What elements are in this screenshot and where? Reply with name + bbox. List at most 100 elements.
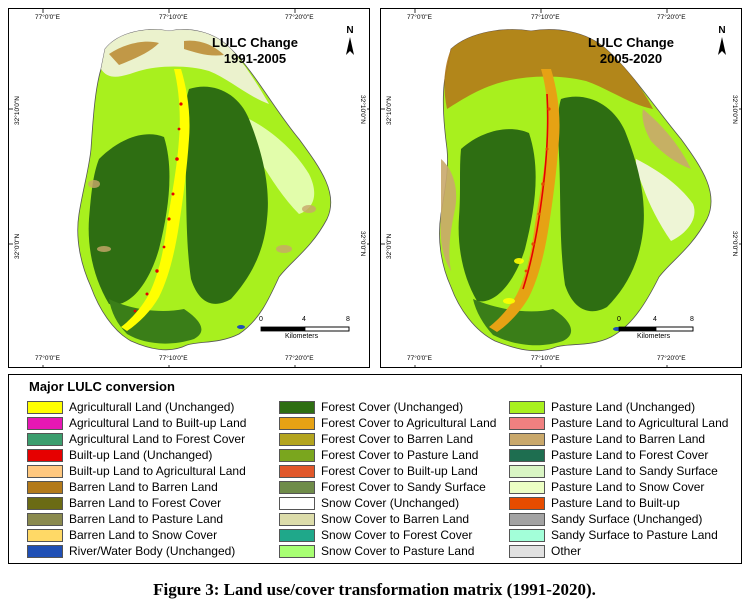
bottom-tick-label: 77°10'0"E [159, 355, 188, 362]
scale-unit: Kilometers [637, 333, 671, 340]
map-title-line2: 2005-2020 [599, 51, 663, 66]
legend-item: Snow Cover to Barren Land [279, 511, 496, 527]
legend-label: Sandy Surface (Unchanged) [551, 512, 703, 526]
legend-item: River/Water Body (Unchanged) [27, 543, 246, 559]
legend-item: Agriculturall Land (Unchanged) [27, 399, 246, 415]
legend-label: Barren Land to Barren Land [69, 480, 218, 494]
legend-item: Pasture Land to Built-up [509, 495, 728, 511]
legend-item: Barren Land to Pasture Land [27, 511, 246, 527]
left-tick-label: 32°0'0"N [386, 233, 393, 259]
right-tick-label: 32°10'0"N [359, 95, 366, 124]
scale-tick: 0 [617, 316, 621, 323]
legend-label: Pasture Land (Unchanged) [551, 400, 696, 414]
north-arrow-icon [718, 37, 726, 55]
legend-item: Pasture Land to Sandy Surface [509, 463, 728, 479]
top-tick-label: 77°20'0"E [285, 14, 314, 21]
scale-tick: 8 [690, 316, 694, 323]
map-title: LULC Change 2005-2020 [571, 35, 691, 67]
agri-scatter [503, 258, 524, 304]
agricultural-valley [489, 69, 560, 332]
north-arrow-icon [346, 37, 354, 55]
legend-label: Agriculturall Land (Unchanged) [69, 400, 235, 414]
legend-swatch [509, 480, 545, 494]
legend-swatch [509, 448, 545, 462]
map-title-line1: LULC Change [588, 35, 674, 50]
pasture-to-builtup-specks [524, 107, 551, 273]
legend-swatch [27, 464, 63, 478]
legend-label: Pasture Land to Built-up [551, 496, 680, 510]
figure-caption: Figure 3: Land use/cover transformation … [153, 580, 596, 599]
legend-label: Forest Cover to Agricultural Land [321, 416, 497, 430]
legend-swatch [27, 512, 63, 526]
graticule-ticks [381, 9, 741, 367]
legend-item: Pasture Land to Agricultural Land [509, 415, 728, 431]
legend-column-3: Pasture Land (Unchanged) Pasture Land to … [509, 399, 728, 559]
snow-east [248, 119, 315, 214]
right-tick-label: 32°0'0"N [359, 231, 366, 257]
legend-label: Agricultural Land to Forest Cover [69, 432, 246, 446]
legend-label: Agricultural Land to Built-up Land [69, 416, 247, 430]
legend-label: Pasture Land to Barren Land [551, 432, 706, 446]
barren-east [642, 109, 691, 169]
legend: Major LULC conversion Agriculturall Land… [8, 374, 742, 564]
agricultural-valley [121, 69, 190, 331]
scale-tick: 4 [302, 316, 306, 323]
legend-label: Other [551, 544, 582, 558]
barren-patches-top [109, 40, 224, 65]
legend-item: Forest Cover to Pasture Land [279, 447, 496, 463]
forest-west [458, 129, 536, 302]
legend-column-2: Forest Cover (Unchanged) Forest Cover to … [279, 399, 496, 559]
legend-item: Pasture Land to Forest Cover [509, 447, 728, 463]
left-tick-label: 32°10'0"N [14, 96, 21, 125]
right-tick-label: 32°10'0"N [731, 95, 738, 124]
legend-swatch [279, 432, 315, 446]
legend-swatch [279, 544, 315, 558]
builtup-valley-line [522, 93, 549, 290]
legend-label: Built-up Land (Unchanged) [69, 448, 213, 462]
legend-label: Sandy Surface to Pasture Land [551, 528, 718, 542]
barren-west [440, 159, 457, 271]
builtup-specks [133, 102, 183, 313]
legend-swatch [509, 528, 545, 542]
legend-swatch [279, 512, 315, 526]
legend-swatch [509, 512, 545, 526]
legend-swatch [279, 496, 315, 510]
barren-scatter [88, 180, 316, 253]
bottom-tick-label: 77°0'0"E [35, 355, 60, 362]
top-tick-label: 77°10'0"E [159, 14, 188, 21]
north-label: N [718, 25, 726, 36]
legend-item: Pasture Land to Snow Cover [509, 479, 728, 495]
scale-tick: 4 [653, 316, 657, 323]
legend-item: Pasture Land (Unchanged) [509, 399, 728, 415]
legend-label: Snow Cover to Barren Land [321, 512, 470, 526]
scale-bar [260, 326, 350, 332]
bottom-tick-label: 77°10'0"E [531, 355, 560, 362]
left-tick-label: 32°0'0"N [14, 233, 21, 259]
forest-south [109, 299, 202, 344]
legend-label: Pasture Land to Forest Cover [551, 448, 709, 462]
right-tick-label: 32°0'0"N [731, 231, 738, 257]
forest-east [184, 86, 268, 304]
legend-swatch [27, 448, 63, 462]
map-title: LULC Change 1991-2005 [195, 35, 315, 67]
legend-swatch [509, 432, 545, 446]
legend-swatch [27, 496, 63, 510]
legend-swatch [27, 400, 63, 414]
legend-label: Snow Cover to Pasture Land [321, 544, 475, 558]
lulc-map-1991-2005 [9, 9, 369, 367]
legend-item: Snow Cover to Pasture Land [279, 543, 496, 559]
legend-swatch [509, 464, 545, 478]
graticule-ticks [9, 9, 369, 367]
legend-item: Forest Cover to Built-up Land [279, 463, 496, 479]
legend-label: Barren Land to Pasture Land [69, 512, 224, 526]
legend-item: Sandy Surface to Pasture Land [509, 527, 728, 543]
legend-item: Barren Land to Snow Cover [27, 527, 246, 543]
legend-title: Major LULC conversion [29, 379, 175, 394]
legend-label: Forest Cover (Unchanged) [321, 400, 464, 414]
scale-tick: 0 [259, 316, 263, 323]
legend-swatch [279, 528, 315, 542]
legend-item: Sandy Surface (Unchanged) [509, 511, 728, 527]
legend-item: Agricultural Land to Forest Cover [27, 431, 246, 447]
map-panel-1991-2005: LULC Change 1991-2005 77°0'0"E 77°10'0"E… [8, 8, 370, 368]
legend-swatch [509, 416, 545, 430]
